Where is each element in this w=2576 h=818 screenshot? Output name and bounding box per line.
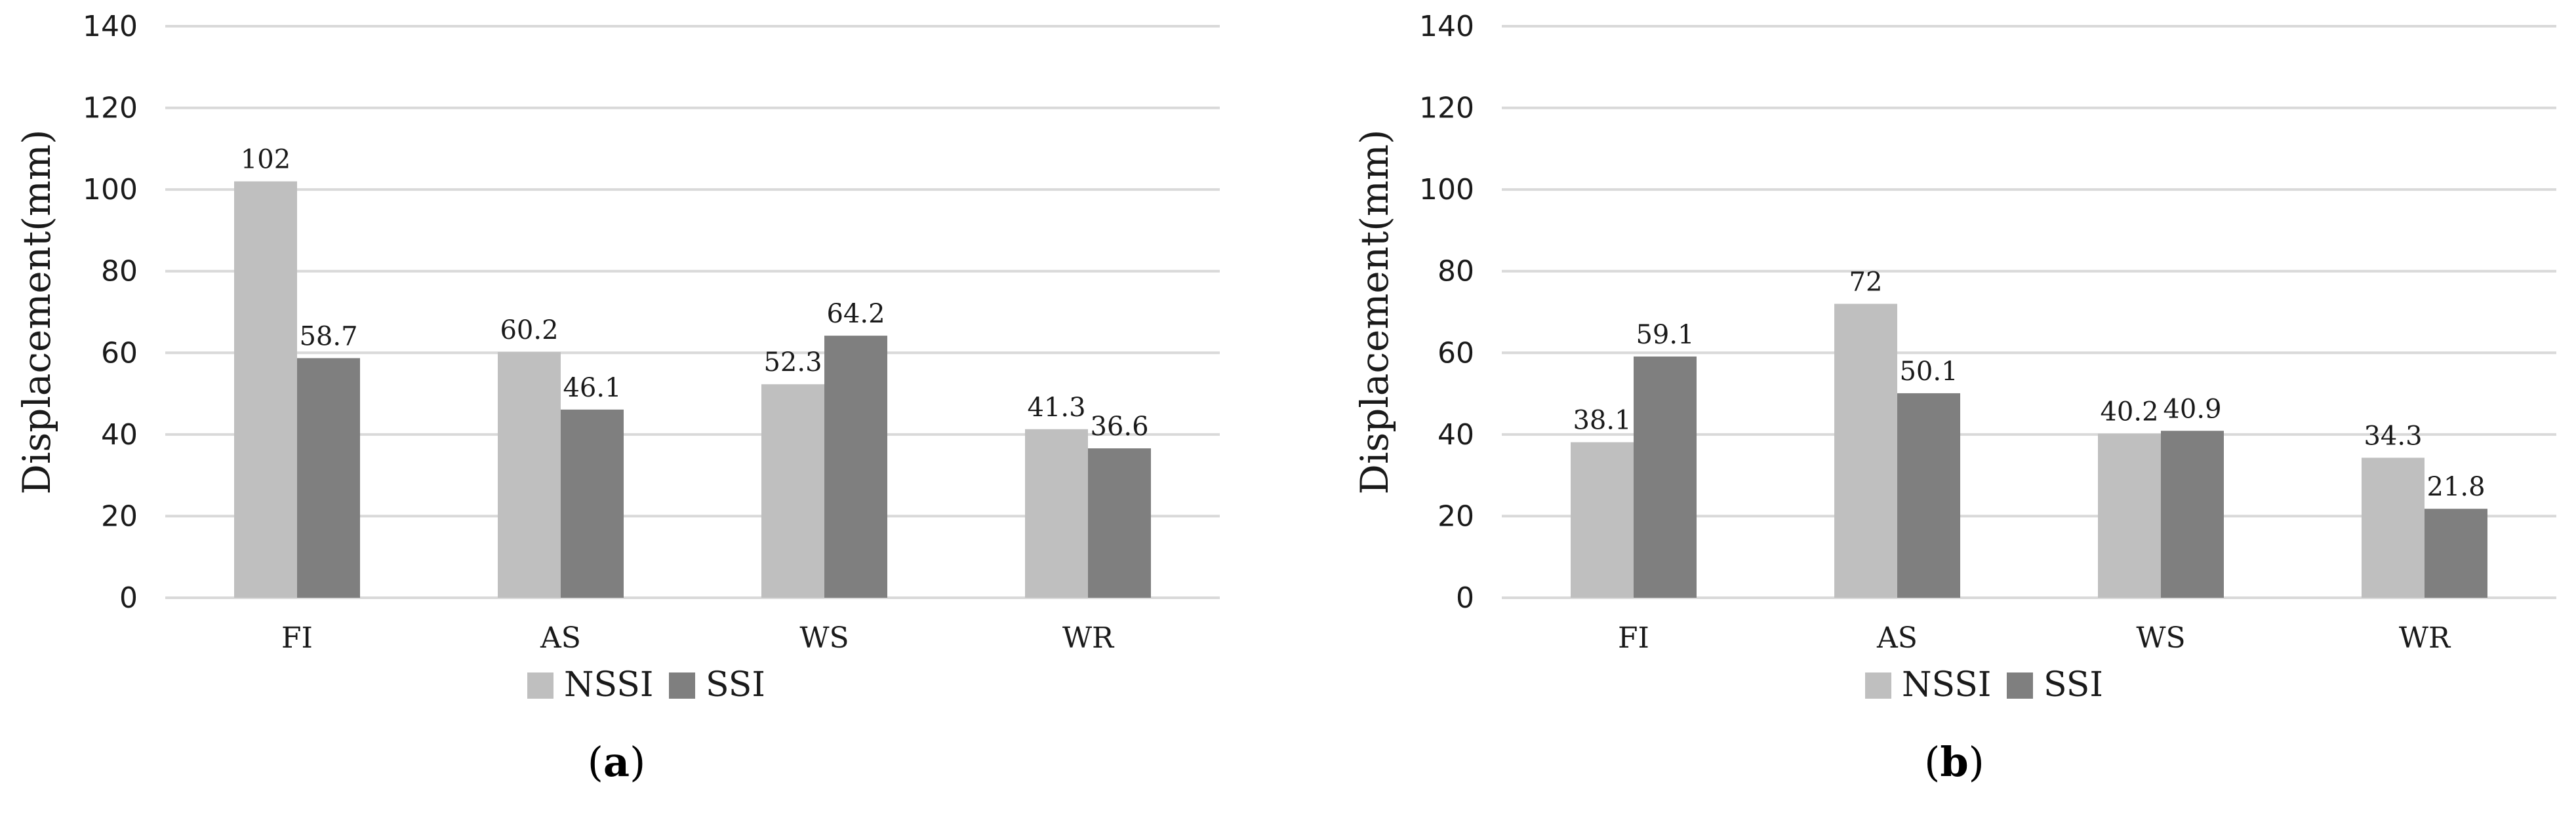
data-label-ssi-wr: 21.8 <box>2426 472 2485 502</box>
data-label-nssi-fi: 102 <box>241 145 291 175</box>
x-tick-label: FI <box>1618 621 1649 655</box>
bar-ssi-wr <box>2425 509 2487 598</box>
bar-nssi-ws <box>761 384 824 598</box>
data-label-ssi-fi: 59.1 <box>1636 320 1694 350</box>
panel-caption: (b) <box>1924 738 1984 786</box>
y-tick-label: 60 <box>1438 336 1474 370</box>
legend-label-nssi: NSSI <box>1902 665 1991 705</box>
x-tick-label: AS <box>1876 621 1918 655</box>
y-tick-label: 40 <box>101 418 138 452</box>
y-axis-label: Displacement(mm) <box>1352 129 1397 494</box>
data-label-ssi-fi: 58.7 <box>299 321 357 351</box>
bar-nssi-fi <box>1571 442 1634 598</box>
data-label-ssi-as: 50.1 <box>1899 357 1958 387</box>
bar-ssi-fi <box>1634 356 1697 598</box>
legend: NSSI SSI <box>527 665 765 705</box>
chart-panel-a: 0 20 40 60 80 100 120 140 Displacement(mm) 102 58.… <box>14 10 1220 786</box>
data-label-nssi-ws: 40.2 <box>2100 397 2158 427</box>
data-label-ssi-ws: 40.9 <box>2163 394 2221 424</box>
bar-nssi-as <box>1834 303 1897 598</box>
y-tick-label: 100 <box>83 173 138 206</box>
panel-caption: (a) <box>588 738 646 786</box>
legend-label-nssi: NSSI <box>564 665 653 705</box>
data-label-nssi-as: 72 <box>1849 267 1883 298</box>
y-tick-label: 20 <box>1438 499 1474 533</box>
data-label-ssi-wr: 36.6 <box>1090 412 1148 442</box>
legend-swatch-ssi <box>2007 672 2033 699</box>
bar-nssi-ws <box>2098 433 2161 598</box>
bar-nssi-wr <box>2362 458 2425 598</box>
y-tick-label: 140 <box>1419 10 1474 43</box>
y-tick-label: 120 <box>1419 92 1474 125</box>
data-label-nssi-wr: 41.3 <box>1027 393 1085 423</box>
chart-panel-b: 0 20 40 60 80 100 120 140 Displacement(mm) 38.1 59… <box>1352 10 2556 786</box>
data-label-nssi-fi: 38.1 <box>1573 406 1631 436</box>
legend-label-ssi: SSI <box>706 665 765 705</box>
data-label-nssi-ws: 52.3 <box>763 347 822 378</box>
y-tick-label: 100 <box>1419 173 1474 206</box>
bar-ssi-ws <box>2161 431 2224 598</box>
x-tick-label: WS <box>2136 621 2185 655</box>
bar-nssi-wr <box>1025 429 1088 598</box>
data-label-ssi-ws: 64.2 <box>826 299 885 329</box>
y-tick-label: 60 <box>101 336 138 370</box>
data-label-nssi-wr: 34.3 <box>2364 421 2422 451</box>
bar-ssi-ws <box>824 336 887 598</box>
legend-swatch-nssi <box>527 672 553 699</box>
bar-ssi-wr <box>1088 448 1151 598</box>
y-axis-label: Displacement(mm) <box>14 129 59 494</box>
y-tick-label: 140 <box>83 10 138 43</box>
x-tick-label: WR <box>2399 621 2451 655</box>
bar-ssi-as <box>1897 393 1960 598</box>
y-tick-label: 20 <box>101 499 138 533</box>
bar-ssi-fi <box>297 358 360 598</box>
y-tick-label: 0 <box>119 581 138 615</box>
x-tick-label: AS <box>540 621 581 655</box>
legend-swatch-nssi <box>1865 672 1891 699</box>
y-tick-label: 120 <box>83 92 138 125</box>
y-tick-label: 80 <box>1438 255 1474 288</box>
x-tick-label: WS <box>799 621 849 655</box>
bar-nssi-fi <box>234 181 297 598</box>
x-tick-label: WR <box>1062 621 1115 655</box>
y-tick-label: 80 <box>101 255 138 288</box>
bar-ssi-as <box>561 409 624 598</box>
data-label-nssi-as: 60.2 <box>500 315 558 345</box>
data-label-ssi-as: 46.1 <box>563 373 621 403</box>
x-tick-label: FI <box>281 621 313 655</box>
legend: NSSI SSI <box>1865 665 2103 705</box>
y-tick-label: 0 <box>1456 581 1474 615</box>
y-tick-label: 40 <box>1438 418 1474 452</box>
bar-nssi-as <box>498 352 561 598</box>
legend-swatch-ssi <box>669 672 695 699</box>
legend-label-ssi: SSI <box>2043 665 2103 705</box>
